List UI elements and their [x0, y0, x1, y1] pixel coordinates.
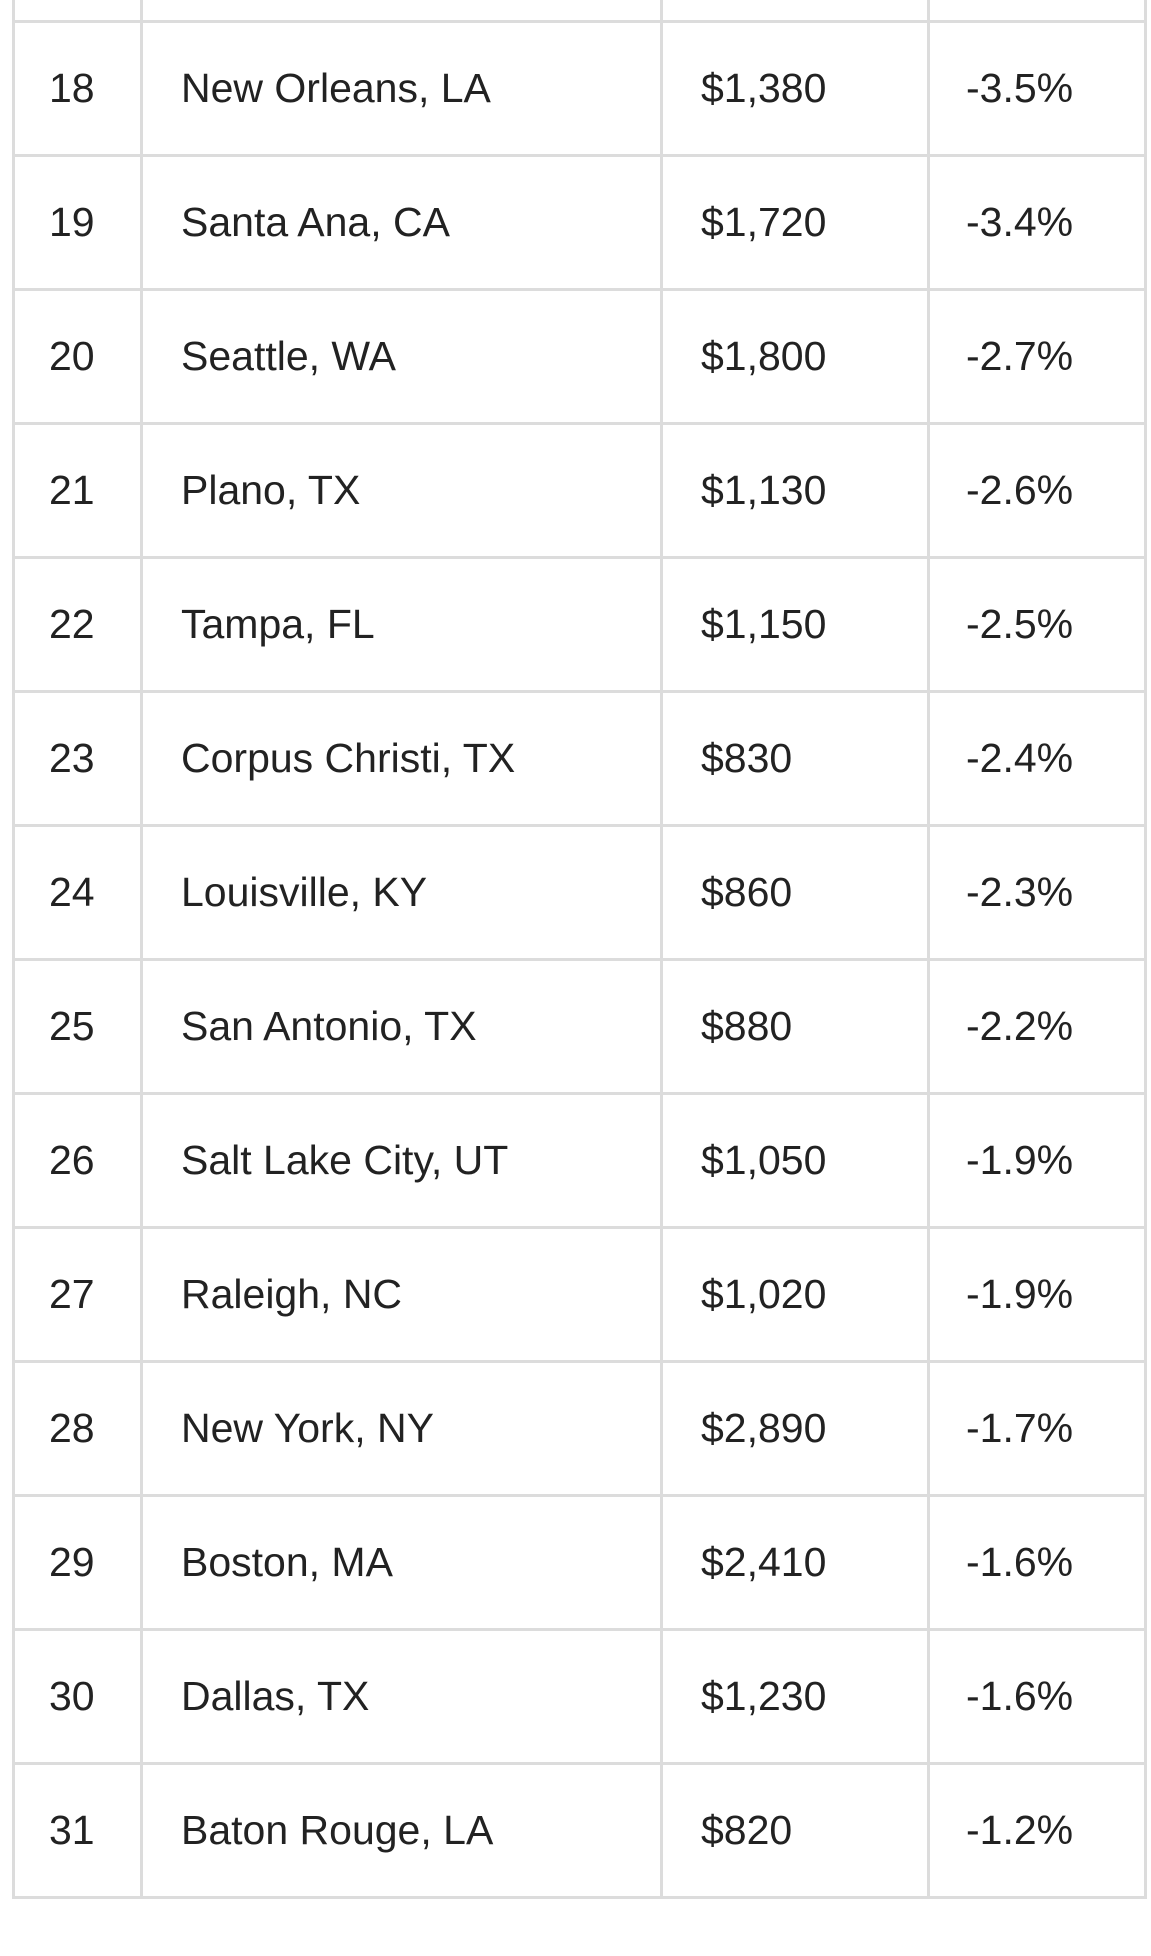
rank-cell: 25 — [12, 958, 143, 1095]
city-cell: Corpus Christi, TX — [140, 690, 663, 827]
change-cell: -3.5% — [927, 20, 1147, 157]
change-cell: -2.6% — [927, 422, 1147, 559]
change-cell: -2.3% — [927, 824, 1147, 961]
table-row: 22 Tampa, FL $1,150 -2.5% — [12, 556, 1147, 693]
city-cell: Salt Lake City, UT — [140, 1092, 663, 1229]
table-cell — [660, 0, 930, 23]
table-row: 30 Dallas, TX $1,230 -1.6% — [12, 1628, 1147, 1765]
city-cell: Louisville, KY — [140, 824, 663, 961]
rank-cell: 28 — [12, 1360, 143, 1497]
change-cell: -1.9% — [927, 1092, 1147, 1229]
rank-cell: 29 — [12, 1494, 143, 1631]
rank-cell: 24 — [12, 824, 143, 961]
rent-cell: $860 — [660, 824, 930, 961]
change-cell: -1.6% — [927, 1494, 1147, 1631]
city-cell: New York, NY — [140, 1360, 663, 1497]
change-cell: -1.6% — [927, 1628, 1147, 1765]
city-cell: New Orleans, LA — [140, 20, 663, 157]
rank-cell: 19 — [12, 154, 143, 291]
change-cell: -1.2% — [927, 1762, 1147, 1899]
change-cell: -2.5% — [927, 556, 1147, 693]
rent-cell: $830 — [660, 690, 930, 827]
table-row: 23 Corpus Christi, TX $830 -2.4% — [12, 690, 1147, 827]
table-row: 19 Santa Ana, CA $1,720 -3.4% — [12, 154, 1147, 291]
table-row: 29 Boston, MA $2,410 -1.6% — [12, 1494, 1147, 1631]
rank-cell: 18 — [12, 20, 143, 157]
table-row: 26 Salt Lake City, UT $1,050 -1.9% — [12, 1092, 1147, 1229]
rank-cell: 22 — [12, 556, 143, 693]
city-cell: Baton Rouge, LA — [140, 1762, 663, 1899]
rent-cell: $2,890 — [660, 1360, 930, 1497]
change-cell: -2.4% — [927, 690, 1147, 827]
table-cell — [927, 0, 1147, 23]
table-row: 25 San Antonio, TX $880 -2.2% — [12, 958, 1147, 1095]
rent-cell: $1,720 — [660, 154, 930, 291]
table-row: 18 New Orleans, LA $1,380 -3.5% — [12, 20, 1147, 157]
rent-cell: $1,230 — [660, 1628, 930, 1765]
table-cell — [140, 0, 663, 23]
table-row: 21 Plano, TX $1,130 -2.6% — [12, 422, 1147, 559]
city-cell: Dallas, TX — [140, 1628, 663, 1765]
rent-cell: $1,150 — [660, 556, 930, 693]
rent-cell: $1,050 — [660, 1092, 930, 1229]
table-row: 20 Seattle, WA $1,800 -2.7% — [12, 288, 1147, 425]
rank-cell: 20 — [12, 288, 143, 425]
table-row: 27 Raleigh, NC $1,020 -1.9% — [12, 1226, 1147, 1363]
table-row: 31 Baton Rouge, LA $820 -1.2% — [12, 1762, 1147, 1899]
change-cell: -2.2% — [927, 958, 1147, 1095]
rank-cell: 30 — [12, 1628, 143, 1765]
rent-table-container: 18 New Orleans, LA $1,380 -3.5% 19 Santa… — [12, 0, 1147, 1899]
rent-cell: $1,020 — [660, 1226, 930, 1363]
city-cell: Raleigh, NC — [140, 1226, 663, 1363]
table-row: 24 Louisville, KY $860 -2.3% — [12, 824, 1147, 961]
change-cell: -1.7% — [927, 1360, 1147, 1497]
city-cell: Santa Ana, CA — [140, 154, 663, 291]
table-row-partial — [12, 0, 1147, 23]
rank-cell: 31 — [12, 1762, 143, 1899]
change-cell: -3.4% — [927, 154, 1147, 291]
change-cell: -1.9% — [927, 1226, 1147, 1363]
rent-cell: $1,130 — [660, 422, 930, 559]
rank-cell: 23 — [12, 690, 143, 827]
city-cell: San Antonio, TX — [140, 958, 663, 1095]
table-cell — [12, 0, 143, 23]
change-cell: -2.7% — [927, 288, 1147, 425]
rent-cell: $880 — [660, 958, 930, 1095]
rank-cell: 27 — [12, 1226, 143, 1363]
rent-cell: $1,380 — [660, 20, 930, 157]
table-row: 28 New York, NY $2,890 -1.7% — [12, 1360, 1147, 1497]
city-cell: Tampa, FL — [140, 556, 663, 693]
rent-cell: $2,410 — [660, 1494, 930, 1631]
rent-cell: $820 — [660, 1762, 930, 1899]
rent-table: 18 New Orleans, LA $1,380 -3.5% 19 Santa… — [12, 0, 1147, 1899]
rank-cell: 21 — [12, 422, 143, 559]
rank-cell: 26 — [12, 1092, 143, 1229]
city-cell: Boston, MA — [140, 1494, 663, 1631]
rent-cell: $1,800 — [660, 288, 930, 425]
city-cell: Plano, TX — [140, 422, 663, 559]
city-cell: Seattle, WA — [140, 288, 663, 425]
